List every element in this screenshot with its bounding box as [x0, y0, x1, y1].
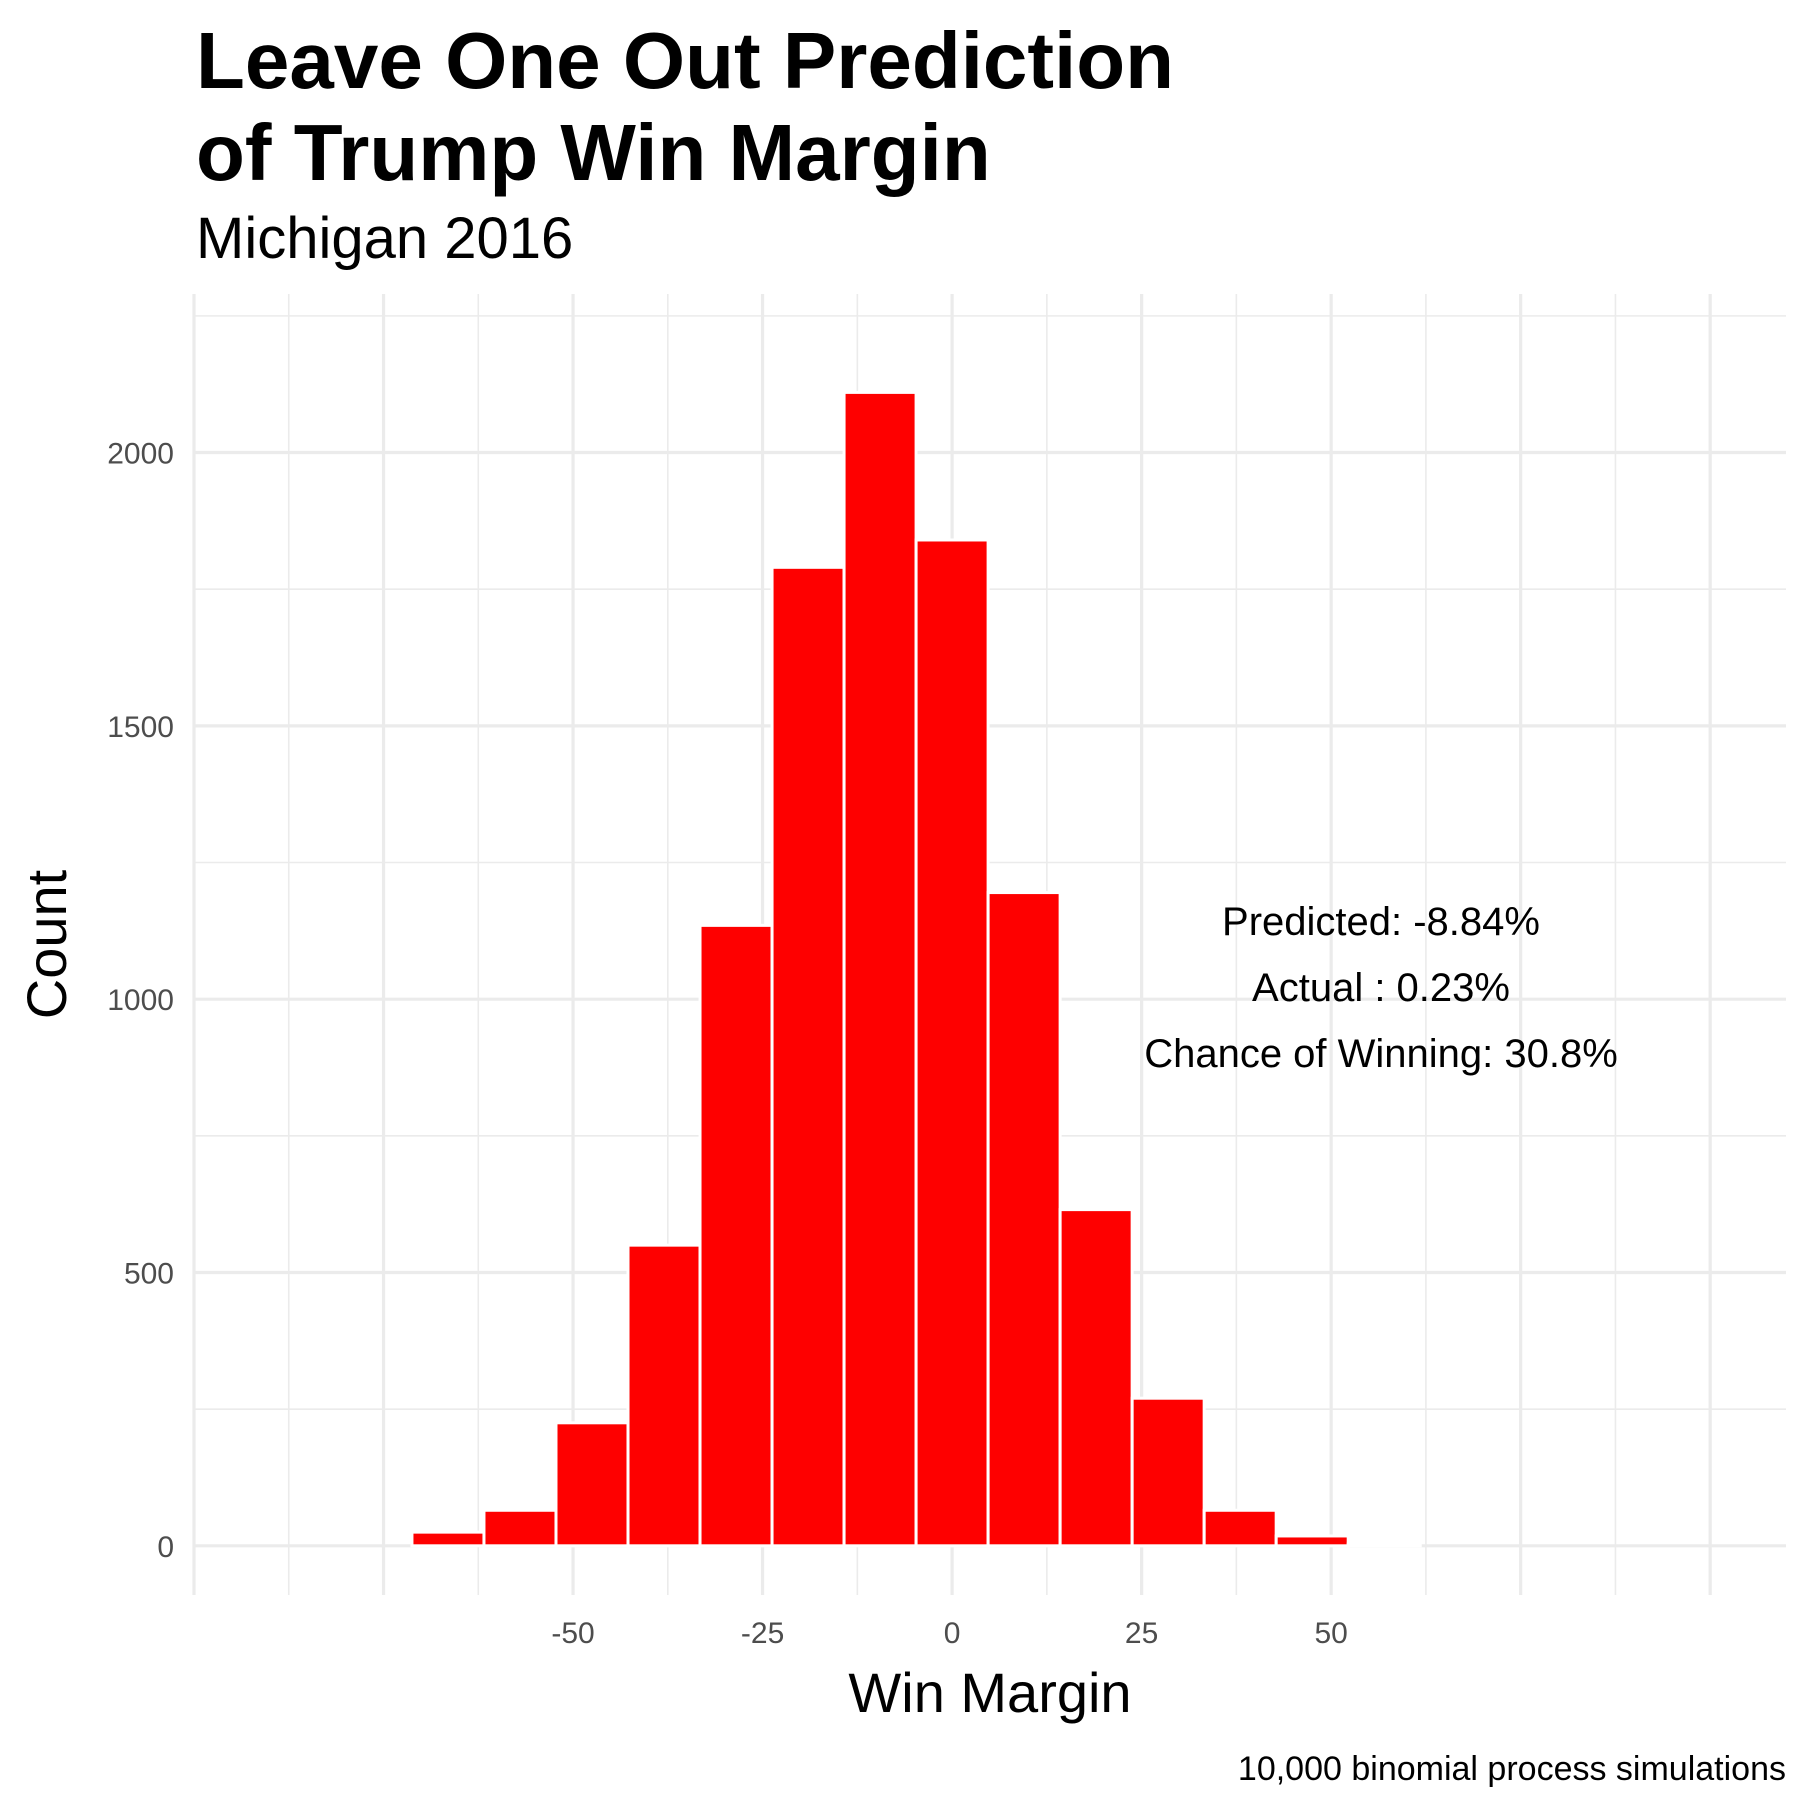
y-tick-label: 500 — [124, 1257, 174, 1290]
y-axis-title: Count — [15, 869, 78, 1019]
histogram-bar — [842, 390, 918, 1548]
histogram-bar — [1058, 1208, 1134, 1548]
bars — [410, 390, 1422, 1548]
histogram-bar — [482, 1508, 558, 1548]
histogram-bar — [1274, 1534, 1350, 1548]
title-line: of Trump Win Margin — [196, 108, 991, 197]
y-tick-label: 1000 — [107, 984, 174, 1017]
title-line: Leave One Out Prediction — [196, 16, 1174, 105]
chart-title: Leave One Out Prediction of Trump Win Ma… — [196, 16, 1174, 197]
histogram-bar — [986, 891, 1062, 1548]
annotation-line: Predicted: -8.84% — [1222, 900, 1540, 944]
histogram-bar — [410, 1530, 486, 1548]
histogram-bar — [698, 923, 774, 1548]
x-tick-label: 0 — [944, 1617, 961, 1650]
y-tick-label: 2000 — [107, 438, 174, 471]
x-tick-label: 50 — [1314, 1617, 1347, 1650]
x-axis-title: Win Margin — [848, 1661, 1131, 1724]
histogram-bar — [1346, 1542, 1422, 1548]
x-tick-labels: -50 -25 0 25 50 — [551, 1617, 1347, 1650]
x-tick-label: -25 — [741, 1617, 784, 1650]
annotation-line: Actual : 0.23% — [1252, 966, 1510, 1010]
chart-caption: 10,000 binomial process simulations — [1238, 1750, 1786, 1788]
y-tick-labels: 0 500 1000 1500 2000 — [107, 438, 174, 1564]
histogram-bar — [1202, 1508, 1278, 1548]
histogram-bar — [626, 1243, 702, 1548]
annotation-group: Predicted: -8.84% Actual : 0.23% Chance of… — [1144, 900, 1618, 1076]
y-tick-label: 1500 — [107, 711, 174, 744]
y-tick-label: 0 — [157, 1531, 174, 1564]
histogram-bar — [1130, 1396, 1206, 1548]
histogram-bar — [770, 565, 846, 1548]
histogram-bar — [914, 538, 990, 1548]
x-tick-label: -50 — [551, 1617, 594, 1650]
histogram-bar — [554, 1421, 630, 1548]
x-tick-label: 25 — [1125, 1617, 1158, 1650]
annotation-line: Chance of Winning: 30.8% — [1144, 1032, 1618, 1076]
chart-subtitle: Michigan 2016 — [196, 206, 573, 271]
